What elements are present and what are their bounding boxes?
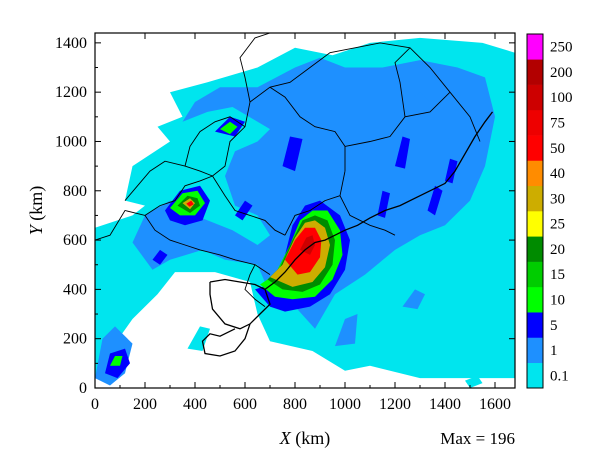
boundary-line-11 <box>284 195 341 236</box>
contour-region-2 <box>465 375 483 388</box>
contour-region-1 <box>187 326 210 351</box>
colorbar-label-0: 0.1 <box>550 368 569 384</box>
colorbar-swatch-5 <box>527 236 543 262</box>
contour-region-28 <box>186 200 194 207</box>
contour-region-22 <box>220 121 238 135</box>
colorbar-label-7: 30 <box>550 191 565 207</box>
x-tick-label: 400 <box>183 396 207 413</box>
coastline-1 <box>264 111 494 290</box>
boundary-line-2 <box>184 116 246 167</box>
colorbar-swatch-2 <box>527 312 543 338</box>
colorbar-swatch-7 <box>527 185 543 212</box>
boundary-line-10 <box>244 264 266 307</box>
colorbar-swatch-1 <box>527 337 543 364</box>
colorbar-label-10: 75 <box>550 116 565 132</box>
boundary-line-7 <box>394 47 411 117</box>
y-tick-label: 0 <box>79 380 87 397</box>
colorbar-label-1: 1 <box>550 343 558 359</box>
colorbar-label-5: 20 <box>550 242 565 258</box>
boundary-line-8 <box>144 215 271 275</box>
x-axis-unit: (km) <box>291 428 331 449</box>
y-axis-label: Y (km) <box>26 186 47 236</box>
boundary-line-9 <box>212 175 286 236</box>
colorbar-label-9: 50 <box>550 141 565 157</box>
y-axis-variable: Y <box>26 223 46 235</box>
colorbar-swatch-6 <box>527 211 543 237</box>
boundary-line-6 <box>344 91 451 147</box>
contour-region-5 <box>335 314 358 347</box>
y-tick-label: 600 <box>63 232 87 249</box>
coastline-layer <box>201 111 494 357</box>
y-tick-label: 1200 <box>55 84 87 101</box>
y-tick-label: 1400 <box>55 35 87 52</box>
colorbar-frame <box>526 33 544 389</box>
colorbar-swatch-9 <box>527 135 543 161</box>
x-tick-label: 600 <box>233 396 257 413</box>
colorbar-swatch-4 <box>527 261 543 288</box>
colorbar-swatch-3 <box>527 286 543 313</box>
colorbar-swatch-10 <box>527 109 543 136</box>
coastline-2 <box>201 323 251 357</box>
colorbar-swatch-8 <box>527 160 543 187</box>
contour-fill-layer <box>95 37 515 388</box>
boundary-line-0 <box>95 42 481 241</box>
contour-region-12 <box>377 190 390 218</box>
x-tick-label: 1600 <box>479 396 511 413</box>
x-tick-label: 200 <box>133 396 157 413</box>
contour-region-21 <box>110 356 123 366</box>
contour-region-14 <box>427 185 443 216</box>
boundary-line-3 <box>239 33 271 103</box>
colorbar-swatch-11 <box>527 84 543 111</box>
contour-region-13 <box>395 136 410 169</box>
colorbar-label-3: 10 <box>550 293 565 309</box>
province-boundary-layer <box>95 33 481 307</box>
coastline-0 <box>209 278 271 330</box>
colorbar-label-2: 5 <box>550 318 558 334</box>
boundary-line-1 <box>124 160 213 201</box>
colorbar-label-6: 25 <box>550 217 565 233</box>
colorbar-swatch-12 <box>527 59 543 85</box>
x-tick-label: 0 <box>91 396 99 413</box>
contour-region-29 <box>300 235 315 255</box>
y-tick-label: 800 <box>63 183 87 200</box>
x-axis-ticks: 0 200 400 600 800 1000 1200 1400 1600 <box>91 33 511 413</box>
boundary-line-5 <box>339 171 396 236</box>
x-tick-label: 1400 <box>429 396 461 413</box>
y-tick-label: 200 <box>63 331 87 348</box>
colorbar-swatch-0 <box>527 362 543 389</box>
contour-region-6 <box>402 289 425 310</box>
y-tick-label: 1000 <box>55 133 87 150</box>
colorbar-label-13: 250 <box>550 40 573 56</box>
y-tick-label: 400 <box>63 281 87 298</box>
colorbar-label-4: 15 <box>550 267 565 283</box>
max-annotation: Max = 196 <box>440 429 515 448</box>
x-axis-variable: X <box>279 428 292 448</box>
contour-region-11 <box>282 136 303 172</box>
x-tick-label: 1200 <box>379 396 411 413</box>
x-axis-label: X (km) <box>279 428 331 449</box>
colorbar-label-8: 40 <box>550 166 565 182</box>
y-axis-ticks: 0 200 400 600 800 1000 1200 1400 <box>55 35 515 397</box>
x-tick-label: 800 <box>283 396 307 413</box>
contour-region-7 <box>365 92 453 206</box>
y-axis-unit: (km) <box>26 186 47 226</box>
plot-frame <box>94 32 516 389</box>
x-tick-label: 1000 <box>329 396 361 413</box>
contour-region-16 <box>152 249 168 265</box>
colorbar-swatch-13 <box>527 34 543 60</box>
colorbar-label-12: 200 <box>550 65 573 81</box>
contour-region-15 <box>445 158 458 184</box>
contour-region-17 <box>235 200 253 221</box>
colorbar-label-11: 100 <box>550 90 573 106</box>
